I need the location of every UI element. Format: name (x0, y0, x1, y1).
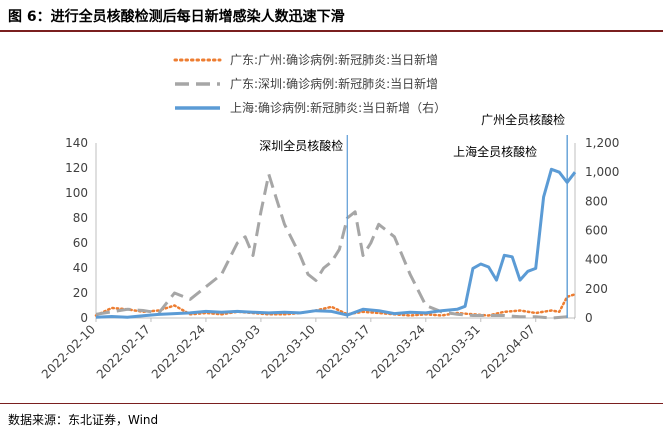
y-right-tick-label: 1,000 (585, 165, 619, 179)
x-tick-label: 2022-03-31 (424, 322, 483, 381)
y-right-tick-label: 200 (585, 282, 608, 296)
y-right-tick-label: 800 (585, 194, 608, 208)
y-left-tick-label: 0 (80, 311, 88, 325)
x-tick-label: 2022-03-17 (314, 322, 373, 381)
y-left-tick-label: 40 (73, 261, 88, 275)
title-rule (0, 30, 663, 32)
series-line-2 (95, 172, 576, 320)
legend-label-2: 广东:深圳:确诊病例:新冠肺炎:当日新增 (230, 76, 438, 91)
series-line-3 (95, 167, 577, 319)
y-left-tick-label: 100 (65, 186, 88, 200)
y-left-tick-label: 80 (73, 211, 88, 225)
x-tick-label: 2022-02-17 (94, 322, 153, 381)
legend-label-1: 广东:广州:确诊病例:新冠肺炎:当日新增 (230, 52, 438, 67)
y-right-tick-label: 600 (585, 224, 608, 238)
x-tick-label: 2022-04-07 (479, 322, 538, 381)
source-rule (0, 403, 663, 404)
annotation-label-2: 上海全员核酸检 (453, 144, 537, 159)
y-left-tick-label: 20 (73, 286, 88, 300)
x-tick-label: 2022-02-24 (149, 322, 208, 381)
x-tick-label: 2022-03-24 (369, 322, 428, 381)
y-left-tick-label: 120 (65, 161, 88, 175)
y-left-tick-label: 60 (73, 236, 88, 250)
data-source: 数据来源：东北证券，Wind (8, 413, 159, 427)
legend-label-3: 上海:确诊病例:新冠肺炎:当日新增（右） (230, 100, 446, 115)
annotation-label-1: 深圳全员核酸检 (259, 138, 343, 153)
x-tick-label: 2022-02-10 (39, 322, 98, 381)
y-right-tick-label: 1,200 (585, 136, 619, 150)
x-tick-label: 2022-03-10 (259, 322, 318, 381)
y-right-tick-label: 0 (585, 311, 593, 325)
annotation-label-3: 广州全员核酸检 (481, 112, 565, 127)
y-left-tick-label: 140 (65, 136, 88, 150)
figure-title: 图 6：进行全员核酸检测后每日新增感染人数迅速下滑 (8, 9, 345, 25)
x-tick-label: 2022-03-03 (204, 322, 263, 381)
chart: 0 20 40 60 80 100 120 140 0 200 400 600 800 1,000 1,20… (39, 52, 619, 381)
y-right-tick-label: 400 (585, 253, 608, 267)
